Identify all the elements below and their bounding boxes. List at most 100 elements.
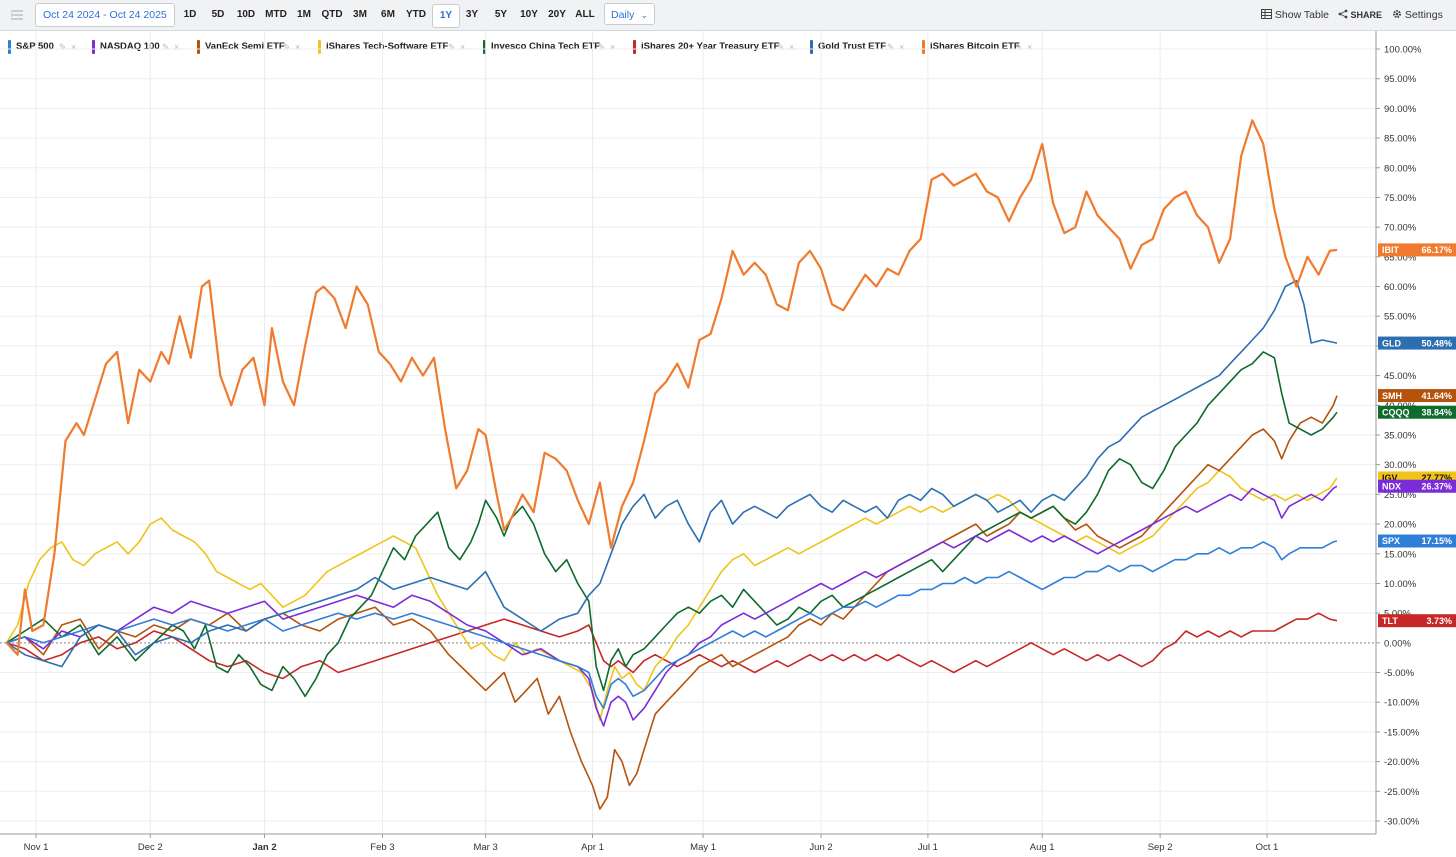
close-icon[interactable]: × [1027,42,1033,52]
range-button-10y[interactable]: 10Y [520,9,538,20]
range-button-5d[interactable]: 5D [211,9,225,20]
x-tick-label: May 1 [690,842,716,853]
range-button-1d[interactable]: 1D [183,9,197,20]
end-tag-value: 41.64% [1421,391,1452,401]
range-button-mtd[interactable]: MTD [265,9,287,20]
chevron-down-icon: ⌄ [640,10,648,20]
show-table-button[interactable]: Show Table [1261,4,1329,26]
y-tick-label: -15.00% [1384,727,1420,738]
y-tick-label: -5.00% [1384,668,1415,679]
edit-icon[interactable]: ✎ [59,42,67,52]
end-tag-value: 3.73% [1426,616,1452,626]
range-button-10d[interactable]: 10D [236,9,256,20]
y-tick-label: 70.00% [1384,223,1417,234]
y-tick-label: 80.00% [1384,163,1417,174]
y-tick-label: 100.00% [1384,45,1422,56]
y-tick-label: 25.00% [1384,490,1417,501]
range-button-all[interactable]: ALL [575,9,595,20]
x-tick-label: Jun 2 [809,842,832,853]
edit-icon[interactable]: ✎ [162,42,170,52]
range-button-5y[interactable]: 5Y [494,9,508,20]
range-button-3y[interactable]: 3Y [465,9,479,20]
legend-item[interactable]: Gold Trust ETF ✎ × [810,37,909,57]
series-line-spx [6,540,1338,709]
sidebar-toggle-icon[interactable] [10,8,24,22]
range-button-3m[interactable]: 3M [353,9,367,20]
x-tick-label: Mar 3 [473,842,497,853]
close-icon[interactable]: × [610,42,616,52]
y-tick-label: 0.00% [1384,638,1411,649]
toolbar: Oct 24 2024 - Oct 24 2025 1D 5D 10D MTD 1M QT… [0,0,1456,31]
y-tick-label: 5.00% [1384,609,1411,620]
range-button-1m[interactable]: 1M [297,9,311,20]
close-icon[interactable]: × [789,42,795,52]
end-tag-bg [1378,479,1456,493]
series-line-gld [6,279,1338,668]
date-range-picker[interactable]: Oct 24 2024 - Oct 24 2025 [35,3,175,27]
legend-item[interactable]: S&P 500 ✎ × [8,37,81,57]
show-table-label: Show Table [1274,9,1330,21]
close-icon[interactable]: × [295,42,301,52]
range-button-ytd[interactable]: YTD [406,9,426,20]
y-tick-label: 65.00% [1384,252,1417,263]
edit-icon[interactable]: ✎ [1015,42,1023,52]
y-tick-label: -10.00% [1384,698,1420,709]
end-tag-value: 27.77% [1421,473,1452,483]
end-tag-symbol: SPX [1382,536,1400,546]
legend-item[interactable]: Invesco China Tech ETF ✎ × [483,37,620,57]
edit-icon[interactable]: ✎ [777,42,785,52]
end-tag-gld: GLD 50.48% [1378,336,1456,350]
end-tag-symbol: SMH [1382,391,1402,401]
legend-item[interactable]: iShares Bitcoin ETF ✎ × [922,37,1037,57]
range-button-qtd[interactable]: QTD [321,9,343,20]
legend-color-swatch [922,40,925,54]
gear-icon [1392,9,1405,21]
series-line-tlt [6,612,1338,680]
interval-value: Daily [611,9,635,21]
edit-icon[interactable]: ✎ [283,42,291,52]
y-tick-label: -30.00% [1384,817,1420,828]
series-line-smh [6,395,1338,810]
performance-chart: 100.00% 95.00% 90.00% 85.00% 80.00% 75.00% 70.… [0,31,1456,853]
range-button-6m[interactable]: 6M [381,9,395,20]
end-tag-cqqq: CQQQ 38.84% [1378,405,1456,419]
end-tag-symbol: NDX [1382,481,1401,491]
range-button-20y[interactable]: 20Y [548,9,566,20]
close-icon[interactable]: × [71,42,77,52]
settings-label: Settings [1404,9,1443,21]
legend-item[interactable]: NASDAQ 100 ✎ × [92,37,184,57]
edit-icon[interactable]: ✎ [887,42,895,52]
legend-color-swatch [810,40,813,54]
share-button[interactable]: SHARE [1338,4,1382,26]
edit-icon[interactable]: ✎ [448,42,456,52]
y-tick-label: 85.00% [1384,134,1417,145]
series-line-cqqq [6,351,1338,698]
y-tick-label: 15.00% [1384,549,1417,560]
close-icon[interactable]: × [174,42,180,52]
interval-select[interactable]: Daily ⌄ [604,3,655,25]
settings-button[interactable]: Settings [1392,4,1443,26]
legend-item[interactable]: iShares Tech-Software ETF ✎ × [318,37,470,57]
end-tag-symbol: IGV [1382,473,1398,483]
legend-label: Gold Trust ETF [818,41,887,52]
legend-label: NASDAQ 100 [100,41,160,52]
legend-label: iShares Bitcoin ETF [930,41,1020,52]
legend-color-swatch [633,40,636,54]
end-tag-bg [1378,405,1456,419]
end-tag-ibit: IBIT 66.17% [1378,243,1456,257]
legend-color-swatch [483,40,486,54]
x-tick-label: Feb 3 [370,842,394,853]
legend-item[interactable]: VanEck Semi ETF ✎ × [197,37,305,57]
end-tag-value: 17.15% [1421,536,1452,546]
end-tag-tlt: TLT 3.73% [1378,614,1456,628]
end-tag-bg [1378,336,1456,350]
range-button-1y[interactable]: 1Y [432,4,460,28]
legend-label: S&P 500 [16,41,54,52]
legend-color-swatch [318,40,321,54]
close-icon[interactable]: × [899,42,905,52]
x-tick-label: Dec 2 [138,842,163,853]
legend-label: iShares 20+ Year Treasury ETF [641,41,780,52]
close-icon[interactable]: × [460,42,466,52]
legend-item[interactable]: iShares 20+ Year Treasury ETF ✎ × [633,37,799,57]
edit-icon[interactable]: ✎ [598,42,606,52]
